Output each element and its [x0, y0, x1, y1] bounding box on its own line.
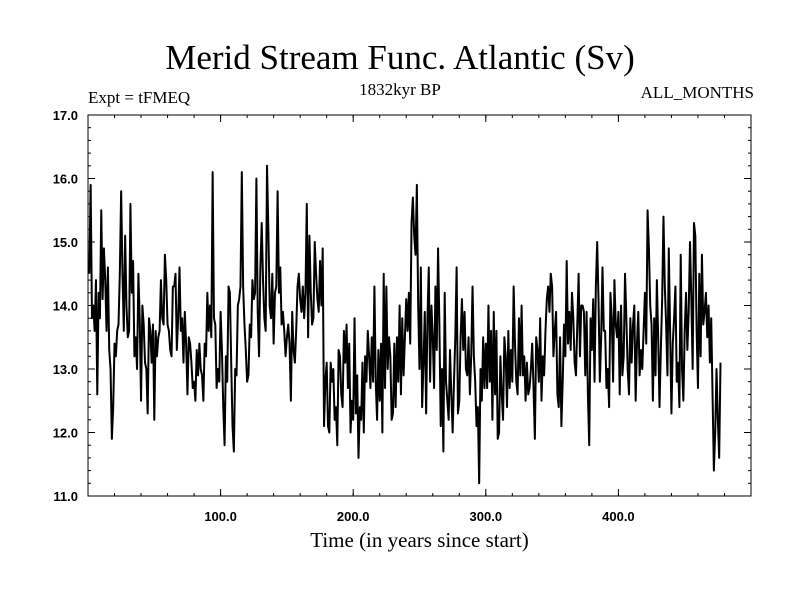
chart-title: Merid Stream Func. Atlantic (Sv) — [165, 38, 635, 77]
y-tick-label: 15.0 — [53, 235, 78, 250]
months-label: ALL_MONTHS — [640, 83, 754, 102]
y-tick-label: 14.0 — [53, 299, 78, 314]
x-tick-label: 400.0 — [602, 509, 635, 524]
chart-subtitle: 1832kyr BP — [359, 80, 441, 99]
series-line — [88, 164, 722, 485]
y-tick-label: 11.0 — [53, 489, 78, 504]
y-tick-label: 12.0 — [53, 426, 78, 441]
experiment-label: Expt = tFMEQ — [88, 88, 191, 107]
y-tick-label: 16.0 — [53, 172, 78, 187]
x-tick-label: 100.0 — [204, 509, 237, 524]
x-tick-label: 300.0 — [470, 509, 503, 524]
y-tick-label: 13.0 — [53, 362, 78, 377]
x-axis-label: Time (in years since start) — [310, 528, 529, 552]
x-tick-label: 200.0 — [337, 509, 370, 524]
y-tick-label: 17.0 — [53, 108, 78, 123]
